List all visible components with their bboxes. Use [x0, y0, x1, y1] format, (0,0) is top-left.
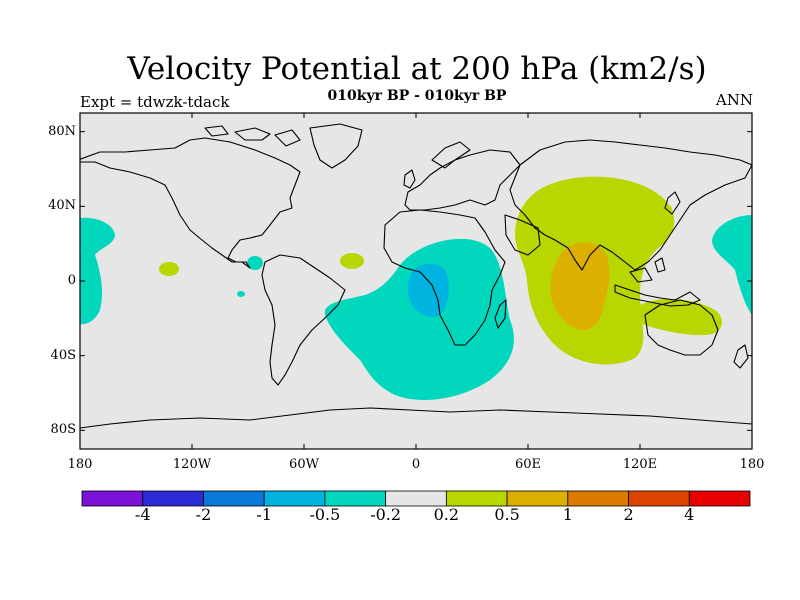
positive-region-india — [550, 242, 610, 330]
lon-tick-label: 60E — [514, 457, 542, 472]
positive-spot-pacific — [159, 262, 179, 276]
map-title: Velocity Potential at 200 hPa (km2/s) — [127, 51, 707, 87]
coastline-arabia — [504, 214, 541, 256]
lat-tick-label: 40S — [50, 347, 76, 363]
colorbar-box — [142, 490, 204, 507]
colorbar-boxes — [81, 490, 751, 507]
lon-tick-label: 60W — [289, 457, 319, 472]
coastline-japan — [664, 191, 681, 215]
coastline-north-america — [80, 137, 301, 269]
coastline-scandinavia — [431, 141, 471, 169]
experiment-label: Expt = tdwzk-tdack — [80, 93, 230, 111]
map-subtitle: 010kyr BP - 010kyr BP — [327, 88, 507, 104]
coastline-arctic-islands — [204, 125, 301, 147]
positive-spot-atlantic — [340, 253, 364, 269]
colorbar-box — [81, 490, 144, 507]
colorbar-label: -0.2 — [370, 505, 402, 524]
colorbar-box — [506, 490, 569, 507]
positive-spot-japan — [654, 203, 672, 217]
coastline-british-isles — [403, 169, 416, 189]
coastline-new-zealand — [733, 344, 749, 369]
lon-tick-label: 120E — [622, 457, 658, 472]
lon-tick-label: 120W — [172, 457, 212, 472]
colorbar-box — [203, 490, 265, 507]
lat-tick-label: 80N — [48, 123, 76, 139]
lat-tick-label: 0 — [67, 273, 76, 288]
colorbar-box — [688, 490, 751, 507]
coastline-madagascar — [494, 299, 507, 329]
colorbar-box — [628, 490, 690, 507]
colorbar-box — [385, 490, 447, 507]
negative-spot-caribbean — [247, 256, 263, 270]
lat-tick-label: 80S — [50, 422, 76, 438]
coastline-australia — [644, 299, 719, 356]
lon-tick-label: 180 — [67, 457, 93, 472]
colorbar-label: -0.5 — [309, 505, 341, 524]
colorbar-label: 4 — [684, 505, 695, 524]
coastline-indonesia — [614, 257, 701, 307]
colorbar-label: 0.2 — [433, 505, 460, 524]
colorbar-box — [324, 490, 387, 507]
negative-region-east-edge — [712, 215, 752, 315]
axis-ticks — [79, 113, 753, 449]
coastline-africa — [383, 209, 506, 346]
colorbar-label: 0.5 — [494, 505, 520, 524]
coastline-antarctica — [80, 407, 752, 429]
colorbar-label: -2 — [195, 505, 212, 524]
lat-tick-label: 40N — [48, 198, 76, 214]
colorbar-label: 1 — [562, 505, 573, 524]
coastline-south-america — [261, 254, 346, 386]
colorbar-box — [445, 490, 508, 507]
colorbar-box — [263, 490, 326, 507]
coastlines — [80, 123, 752, 429]
negative-spot-pacific — [237, 291, 245, 297]
coastline-greenland — [309, 123, 363, 169]
coastline-europe — [404, 149, 521, 211]
negative-region-west-edge — [80, 217, 115, 325]
lon-tick-label: 0 — [411, 457, 421, 472]
colorbar-label: -4 — [134, 505, 151, 524]
season-label: ANN — [715, 91, 753, 109]
lon-tick-label: 180 — [739, 457, 765, 472]
coastline-asia — [509, 139, 752, 271]
colorbar-label: 2 — [623, 505, 634, 524]
negative-region-atlantic — [324, 238, 514, 400]
colorbar-label: -1 — [256, 505, 272, 524]
colorbar-box — [567, 490, 629, 507]
